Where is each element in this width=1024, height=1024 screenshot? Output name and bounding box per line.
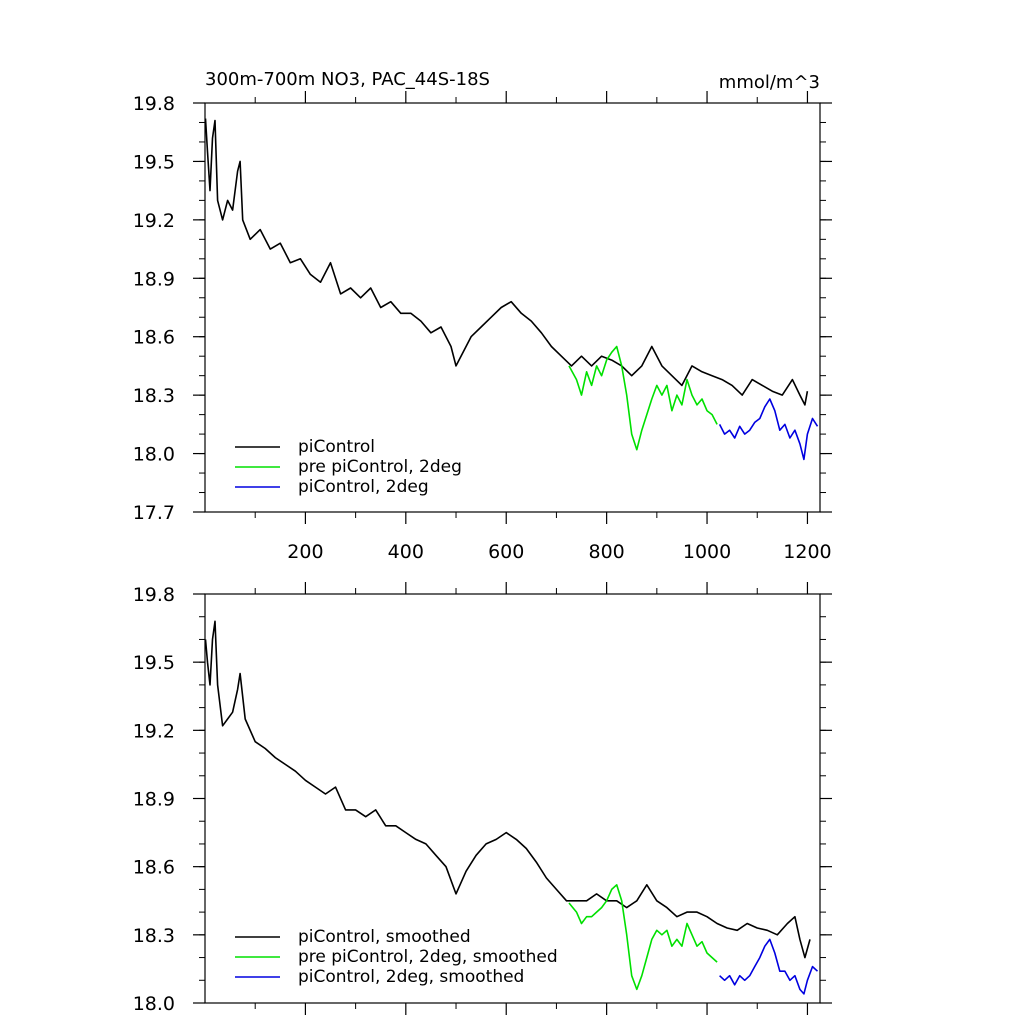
- series-line-1: [568, 884, 718, 991]
- legend-label: piControl: [298, 437, 375, 457]
- y-tick-label: 19.2: [133, 210, 175, 232]
- series-line-0: [204, 118, 809, 406]
- x-tick-label: 1200: [783, 541, 831, 563]
- axes-top: 19.8 19.5 19.2 18.9 18.6 18.3 18.0 17.7 200 400 60…: [133, 91, 832, 563]
- plot-frame-top: [204, 102, 821, 513]
- series-lines-top: [204, 118, 819, 461]
- series-lines-bottom: [204, 620, 819, 995]
- x-tick-label: 400: [388, 541, 424, 563]
- x-tick-label: 200: [287, 541, 323, 563]
- series-line-0: [204, 620, 811, 959]
- y-tick-label: 19.5: [133, 151, 175, 173]
- chart-panel-top: 300m-700m NO3, PAC_44S-18S mmol/m^3 19.8…: [133, 69, 832, 563]
- y-tick-label: 18.9: [133, 789, 175, 811]
- units-label: mmol/m^3: [719, 72, 820, 93]
- x-tick-label: 600: [488, 541, 524, 563]
- y-tick-label: 18.6: [133, 327, 175, 349]
- y-tick-label: 18.0: [133, 993, 175, 1015]
- x-tick-label: 1000: [683, 541, 731, 563]
- series-line-2: [718, 398, 819, 461]
- y-tick-label: 18.3: [133, 385, 175, 407]
- y-tick-label: 19.5: [133, 652, 175, 674]
- legend-label: piControl, smoothed: [298, 927, 471, 947]
- axes-bottom: 19.8 19.5 19.2 18.9 18.6 18.3 18.0: [133, 582, 832, 1015]
- y-tick-label: 19.8: [133, 93, 175, 115]
- series-line-2: [719, 938, 819, 995]
- chart-title: 300m-700m NO3, PAC_44S-18S: [205, 69, 490, 90]
- y-tick-label: 19.2: [133, 720, 175, 742]
- chart-panel-bottom: 19.8 19.5 19.2 18.9 18.6 18.3 18.0 piControl, …: [133, 582, 832, 1015]
- y-tick-label: 18.6: [133, 857, 175, 879]
- legend-label: piControl, 2deg, smoothed: [298, 967, 524, 987]
- x-tick-label: 800: [588, 541, 624, 563]
- legend-label: pre piControl, 2deg, smoothed: [298, 947, 558, 967]
- y-tick-label: 18.0: [133, 444, 175, 466]
- legend-label: pre piControl, 2deg: [298, 457, 462, 477]
- y-tick-label: 17.7: [133, 502, 175, 524]
- y-tick-label: 19.8: [133, 584, 175, 606]
- y-tick-label: 18.9: [133, 268, 175, 290]
- series-line-1: [568, 345, 718, 451]
- y-tick-label: 18.3: [133, 925, 175, 947]
- legend-label: piControl, 2deg: [298, 477, 429, 497]
